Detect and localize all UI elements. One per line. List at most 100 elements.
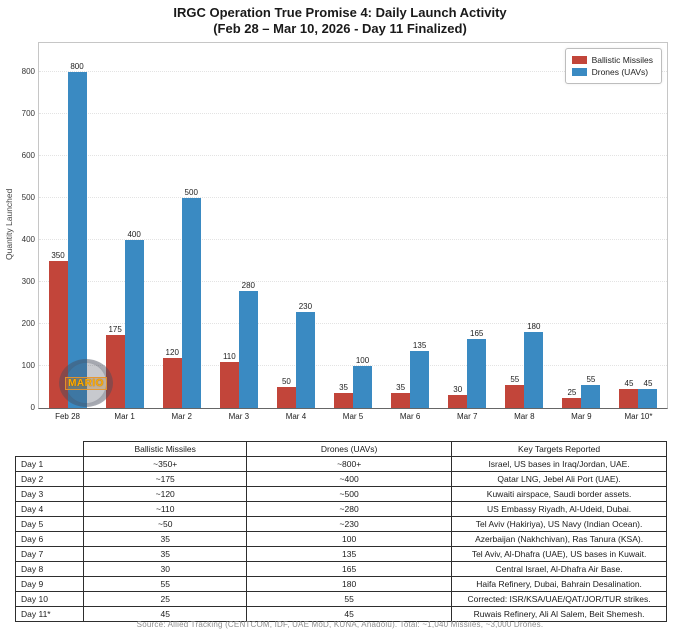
bar-value-label: 45: [643, 379, 653, 389]
row-label-day: Day 3: [14, 486, 85, 502]
row-label-day: Day 11*: [14, 606, 85, 622]
y-tick-label: 600: [21, 151, 35, 161]
bar-group: 120 500 Mar 2: [153, 43, 210, 421]
cell-drones: 135: [246, 546, 453, 562]
cell-targets: Tel Aviv, Al-Dhafra (UAE), US bases in K…: [451, 546, 667, 562]
bar-drones: [467, 338, 487, 408]
bar-value-label: 55: [586, 374, 596, 384]
y-tick-label: 200: [21, 319, 35, 329]
bar-group: 175 400 Mar 1: [96, 43, 153, 421]
bar-value-label: 35: [339, 383, 348, 393]
x-tick-label: Mar 5: [342, 412, 364, 421]
watermark-text: MARIO: [65, 376, 107, 390]
legend-item: Drones (UAVs): [571, 67, 653, 77]
bar-missiles: [391, 393, 411, 408]
bar-missiles: [276, 387, 296, 408]
bar-missiles: [448, 395, 468, 408]
x-tick-label: Mar 10*: [624, 412, 653, 421]
bar-column: 175: [105, 43, 125, 408]
bar-column: 45: [638, 43, 658, 408]
source-caption: Source: Allied Tracking (CENTCOM, IDF, U…: [136, 620, 544, 629]
row-label-day: Day 6: [14, 531, 85, 547]
cell-drones: 45: [246, 606, 453, 622]
bar-drones: [238, 290, 258, 408]
chart-title: IRGC Operation True Promise 4: Daily Lau…: [0, 5, 680, 37]
bar-value-label: 120: [165, 347, 179, 357]
bar-value-label: 165: [470, 328, 484, 338]
table-row: Day 7 35 135 Tel Aviv, Al-Dhafra (UAE), US …: [14, 546, 667, 562]
gridline: [39, 365, 667, 367]
cell-targets: Azerbaijan (Nakhchivan), Ras Tanura (KSA…: [451, 531, 667, 547]
table-row: Day 1 ~350+ ~800+ Israel, US bases in Iraq/…: [14, 456, 667, 472]
legend: Ballistic Missiles Drones (UAVs): [564, 48, 662, 84]
x-tick-label: Mar 6: [399, 412, 421, 421]
table-row: Day 4 ~110 ~280 US Embassy Riyadh, Al-Udeid…: [14, 501, 667, 517]
chart-title-line1: IRGC Operation True Promise 4: Daily Lau…: [173, 5, 507, 20]
bar-column: 165: [467, 43, 487, 408]
column-header-missiles: Ballistic Missiles: [83, 441, 248, 457]
bar-value-label: 180: [527, 322, 541, 332]
bar-group: 350 800 Feb 28: [39, 43, 96, 421]
y-tick-label: 700: [21, 109, 35, 119]
row-label-day: Day 9: [14, 576, 85, 592]
bar-missiles: [562, 397, 582, 408]
y-tick-label: 0: [30, 403, 35, 412]
bar-missiles: [334, 393, 354, 408]
table-body: Day 1 ~350+ ~800+ Israel, US bases in Iraq/…: [14, 456, 667, 622]
cell-missiles: ~350+: [83, 456, 248, 472]
cell-drones: ~230: [246, 516, 453, 532]
bar-drones: [353, 366, 373, 408]
cell-targets: Corrected: ISR/KSA/UAE/QAT/JOR/TUR strik…: [451, 591, 667, 607]
bar-column: 30: [448, 43, 468, 408]
table-corner-cell: [15, 441, 84, 457]
y-tick-label: 400: [21, 235, 35, 245]
x-tick-label: Mar 3: [228, 412, 250, 421]
row-label-day: Day 10: [14, 591, 85, 607]
bar-value-label: 30: [453, 385, 463, 395]
gridline: [39, 197, 667, 199]
chart-title-line2: (Feb 28 – Mar 10, 2026 - Day 11 Finalize…: [213, 21, 467, 36]
bar-value-label: 100: [355, 356, 370, 366]
gridline: [39, 323, 667, 325]
cell-drones: ~280: [246, 501, 453, 517]
gridline: [39, 71, 667, 73]
bar-group: 25 55 Mar 9: [553, 43, 610, 421]
bar-group: 35 100 Mar 5: [324, 43, 381, 421]
row-label-day: Day 4: [14, 501, 85, 517]
cell-targets: Central Israel, Al-Dhafra Air Base.: [451, 561, 667, 577]
cell-missiles: ~50: [83, 516, 248, 532]
bar-value-label: 230: [298, 301, 313, 311]
cell-missiles: 25: [83, 591, 248, 607]
bar-column: 120: [162, 43, 182, 408]
bar-column: 50: [276, 43, 296, 408]
table-row: Day 6 35 100 Azerbaijan (Nakhchivan), Ras T…: [14, 531, 667, 547]
cell-missiles: ~175: [83, 471, 248, 487]
row-label-day: Day 2: [14, 471, 85, 487]
x-tick-label: Mar 2: [171, 412, 192, 421]
x-tick-label: Feb 28: [55, 412, 80, 421]
bar-column: 55: [581, 43, 601, 408]
legend-label: Drones (UAVs): [591, 67, 649, 77]
row-label-day: Day 5: [14, 516, 85, 532]
bar-value-label: 500: [184, 188, 198, 198]
bar-drones: [638, 389, 658, 408]
gridline: [39, 239, 667, 241]
cell-drones: ~400: [246, 471, 453, 487]
legend-swatch-missiles: [571, 56, 587, 64]
bar-column: 35: [334, 43, 354, 408]
gridline: [39, 155, 667, 157]
table-header-row: Ballistic Missiles Drones (UAVs) Key Tar…: [15, 441, 667, 457]
legend-item: Ballistic Missiles: [571, 55, 653, 65]
table-row: Day 9 55 180 Haifa Refinery, Dubai, Bahrain…: [14, 576, 667, 592]
cell-targets: Kuwaiti airspace, Saudi border assets.: [451, 486, 667, 502]
x-tick-label: Mar 9: [571, 412, 592, 421]
row-label-day: Day 7: [14, 546, 85, 562]
bar-group: 55 180 Mar 8: [496, 43, 553, 421]
row-label-day: Day 8: [14, 561, 85, 577]
bar-groups: 350 800 Feb 28 175 400 Mar 1 120 500 Mar 2 110 280…: [39, 43, 667, 421]
y-tick-label: 300: [21, 277, 35, 287]
bar-column: 25: [562, 43, 582, 408]
x-tick-label: Mar 1: [114, 412, 135, 421]
legend-label: Ballistic Missiles: [591, 55, 653, 65]
